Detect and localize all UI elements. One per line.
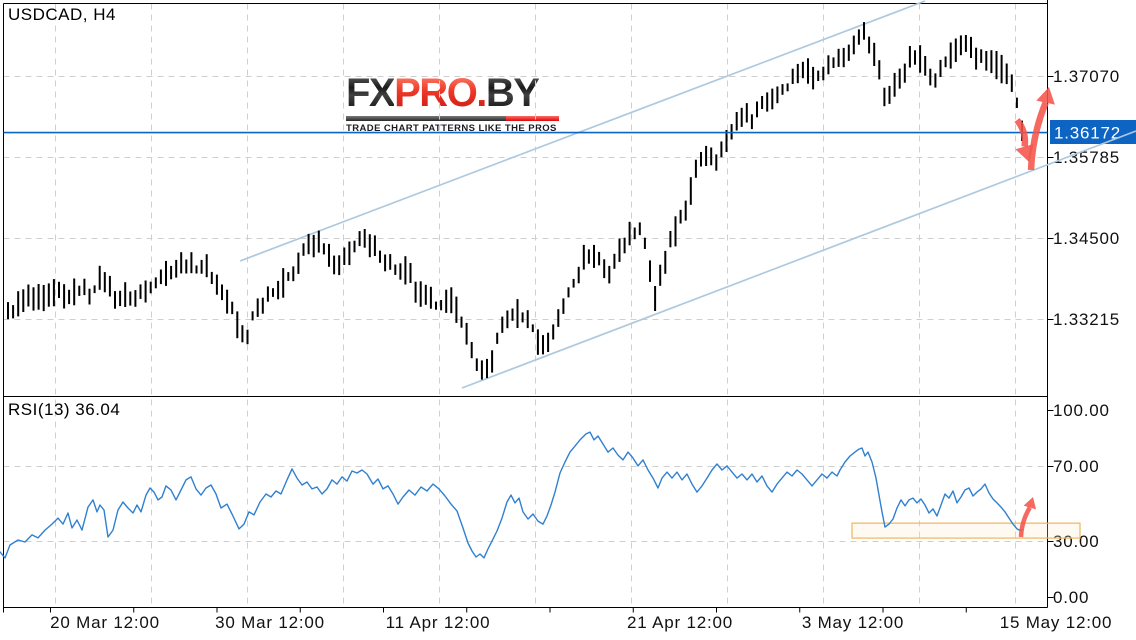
frame-layer <box>3 0 1054 613</box>
logo-text-by: BY <box>485 71 540 115</box>
svg-text:70.00: 70.00 <box>1053 457 1100 476</box>
symbol-timeframe-label: USDCAD, H4 <box>8 5 116 24</box>
rsi-line <box>0 431 1023 559</box>
svg-text:1.33215: 1.33215 <box>1053 310 1120 329</box>
grid-layer <box>3 3 1048 608</box>
current-price-tag: 1.36172 <box>1050 120 1136 144</box>
logo-divider-red <box>506 116 559 121</box>
svg-text:0.00: 0.00 <box>1053 588 1089 607</box>
svg-text:1.34500: 1.34500 <box>1053 229 1120 248</box>
price-bars <box>7 22 1023 380</box>
logo-tagline: TRADE CHART PATTERNS LIKE THE PROS <box>346 123 557 134</box>
trend-arrows <box>1014 87 1055 538</box>
svg-text:21 Apr 12:00: 21 Apr 12:00 <box>627 613 733 632</box>
svg-text:1.37070: 1.37070 <box>1053 67 1120 86</box>
svg-text:30 Mar 12:00: 30 Mar 12:00 <box>215 613 325 632</box>
svg-text:100.00: 100.00 <box>1053 401 1110 420</box>
date-axis-labels: 20 Mar 12:00 30 Mar 12:00 11 Apr 12:00 21 A… <box>50 613 1113 632</box>
watermark-logo: FXPRO.BY TRADE CHART PATTERNS LIKE THE P… <box>346 72 562 134</box>
logo-text-pro: PRO. <box>394 71 487 115</box>
channel-lines <box>239 0 1136 389</box>
logo-text-fx: FX <box>346 71 396 115</box>
svg-text:3 May 12:00: 3 May 12:00 <box>802 613 904 632</box>
logo-text: FXPRO.BY <box>346 72 562 114</box>
svg-text:1.35785: 1.35785 <box>1053 148 1120 167</box>
svg-text:30.00: 30.00 <box>1053 532 1100 551</box>
rsi-indicator-label: RSI(13) 36.04 <box>8 400 121 419</box>
svg-text:20 Mar 12:00: 20 Mar 12:00 <box>50 613 160 632</box>
svg-text:1.36172: 1.36172 <box>1054 124 1121 143</box>
price-axis-labels: 1.37070 1.35785 1.34500 1.33215 100.00 70.00 3… <box>1053 67 1120 607</box>
logo-divider <box>346 116 559 121</box>
svg-text:15 May 12:00: 15 May 12:00 <box>1000 613 1113 632</box>
logo-divider-dark <box>346 116 506 121</box>
svg-text:11 Apr 12:00: 11 Apr 12:00 <box>386 613 491 632</box>
